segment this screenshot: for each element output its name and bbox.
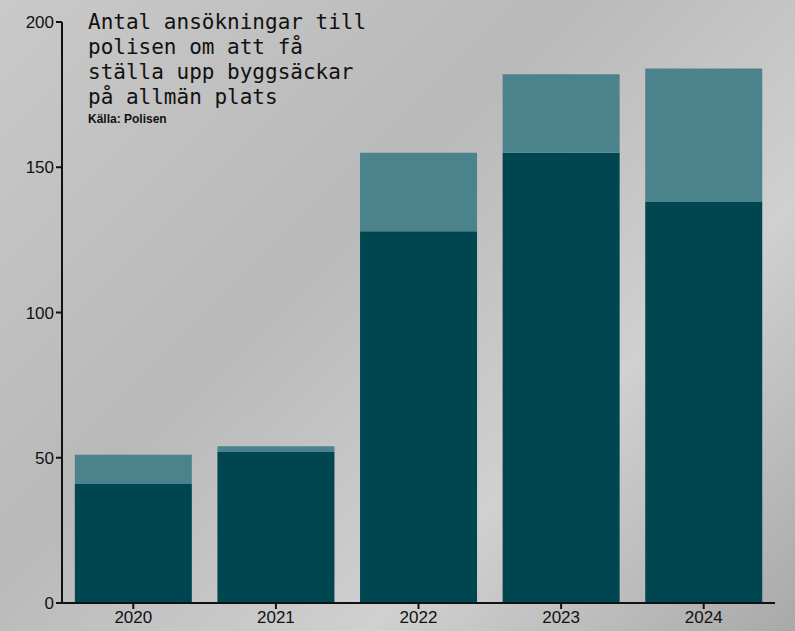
- svg-text:2024: 2024: [685, 608, 723, 627]
- svg-text:2020: 2020: [114, 608, 152, 627]
- svg-text:2022: 2022: [400, 608, 438, 627]
- html-text:Källa: Polisen: Källa: Polisen: [88, 112, 167, 126]
- svg-text:100: 100: [26, 304, 54, 323]
- svg-text:150: 150: [26, 158, 54, 177]
- svg-text:2021: 2021: [257, 608, 295, 627]
- svg-text:50: 50: [35, 449, 54, 468]
- svg-text:0: 0: [45, 594, 54, 613]
- html-text:Antal ansökningar till polisen: Antal ansökningar till polisen om att få…: [88, 10, 367, 109]
- svg-text:200: 200: [26, 13, 54, 32]
- svg-text:2023: 2023: [542, 608, 580, 627]
